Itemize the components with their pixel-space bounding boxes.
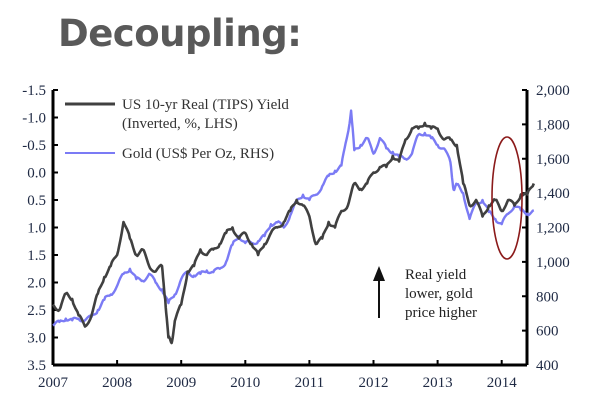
left-tick-label: 1.0 xyxy=(27,221,46,237)
left-tick-label: 2.5 xyxy=(27,303,46,319)
annotation-line-3: price higher xyxy=(405,305,477,321)
page-title: Decoupling: xyxy=(58,12,302,55)
left-tick-label: 0.0 xyxy=(27,166,46,182)
left-tick-label: 3.5 xyxy=(27,358,46,374)
left-tick-label: -0.5 xyxy=(22,138,46,154)
right-tick-label: 1,200 xyxy=(536,221,570,237)
x-tick-label: 2011 xyxy=(295,375,324,391)
x-tick-label: 2012 xyxy=(359,375,389,391)
right-tick-label: 1,600 xyxy=(536,152,570,168)
right-tick-label: 1,000 xyxy=(536,255,570,271)
left-tick-label: 2.0 xyxy=(27,276,46,292)
left-tick-label: -1.0 xyxy=(22,111,46,127)
series-layer xyxy=(51,109,536,345)
legend-label-tips-line1: US 10-yr Real (TIPS) Yield xyxy=(122,97,289,113)
axes: -1.5 -1.0 -0.5 0.0 0.5 1.0 1.5 2.0 2.5 3.0 3.5 2,00… xyxy=(22,83,570,391)
highlight-ellipse xyxy=(491,136,523,260)
right-tick-label: 800 xyxy=(536,289,559,305)
left-tick-label: 1.5 xyxy=(27,248,46,264)
annotation-line-1: Real yield xyxy=(405,267,467,283)
left-tick-label: 3.0 xyxy=(27,331,46,347)
x-tick-label: 2010 xyxy=(230,375,260,391)
right-tick-label: 1,800 xyxy=(536,117,570,133)
series-line-tips-yield xyxy=(51,121,536,345)
annotations: Real yield lower, gold price higher xyxy=(373,136,523,321)
legend-label-gold: Gold (US$ Per Oz, RHS) xyxy=(122,146,274,162)
right-tick-label: 400 xyxy=(536,358,559,374)
x-tick-label: 2008 xyxy=(102,375,132,391)
right-tick-label: 1,400 xyxy=(536,186,570,202)
up-arrow-head xyxy=(373,266,385,281)
legend: US 10-yr Real (TIPS) Yield (Inverted, %,… xyxy=(65,97,289,162)
series-line-gold xyxy=(52,109,535,327)
x-tick-label: 2014 xyxy=(487,375,518,391)
legend-label-tips-line2: (Inverted, %, LHS) xyxy=(122,116,238,132)
x-tick-label: 2009 xyxy=(166,375,196,391)
right-tick-label: 600 xyxy=(536,324,559,340)
right-tick-label: 2,000 xyxy=(536,83,570,99)
x-tick-label: 2013 xyxy=(423,375,453,391)
x-tick-label: 2007 xyxy=(38,375,69,391)
left-tick-label: 0.5 xyxy=(27,193,46,209)
annotation-line-2: lower, gold xyxy=(405,286,473,302)
left-tick-label: -1.5 xyxy=(22,83,46,99)
